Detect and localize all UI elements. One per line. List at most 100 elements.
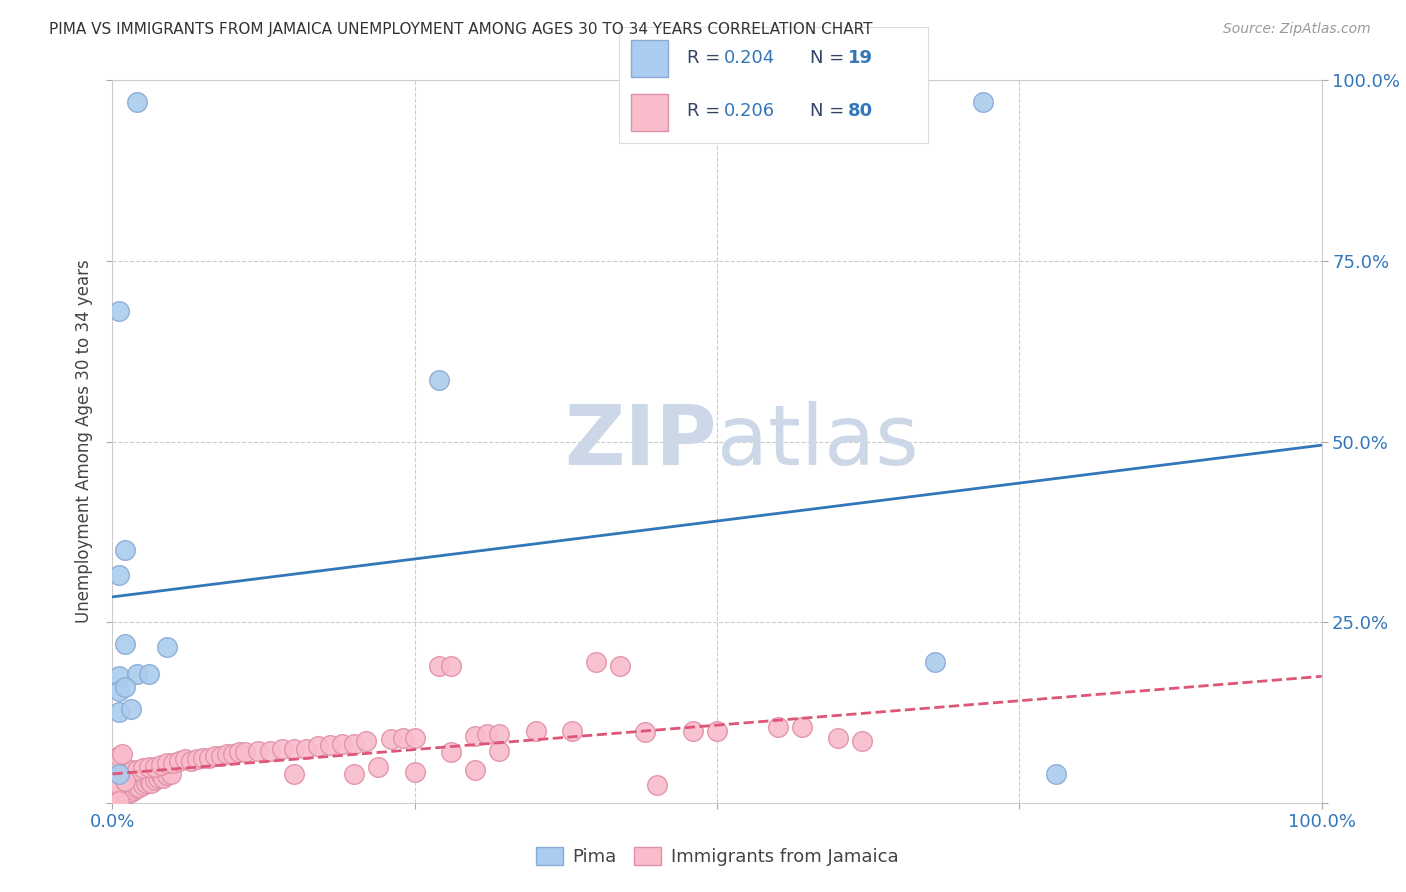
Point <box>367 760 389 774</box>
Point <box>198 751 221 765</box>
Text: R =: R = <box>686 49 725 67</box>
FancyBboxPatch shape <box>631 39 668 77</box>
Point <box>259 744 281 758</box>
Point <box>114 765 136 780</box>
Point <box>125 781 148 796</box>
Point <box>380 732 402 747</box>
Point <box>307 739 329 754</box>
Point <box>404 731 426 745</box>
Text: atlas: atlas <box>717 401 918 482</box>
Point <box>477 727 499 741</box>
Text: 80: 80 <box>848 103 873 120</box>
Point <box>972 95 994 109</box>
Point <box>107 767 129 781</box>
Point <box>228 745 250 759</box>
Point <box>343 737 366 751</box>
Point <box>107 767 129 781</box>
Text: Source: ZipAtlas.com: Source: ZipAtlas.com <box>1223 22 1371 37</box>
Point <box>404 765 426 780</box>
Point <box>270 741 292 756</box>
Point <box>766 95 789 109</box>
Point <box>191 751 214 765</box>
Point <box>120 785 142 799</box>
Point <box>107 792 129 806</box>
Point <box>330 737 353 751</box>
Point <box>135 775 157 789</box>
Point <box>1045 767 1067 781</box>
Point <box>120 702 142 716</box>
Text: R =: R = <box>686 103 725 120</box>
Point <box>114 542 136 557</box>
Text: N =: N = <box>810 49 851 67</box>
Point <box>319 738 342 752</box>
Point <box>138 667 160 681</box>
Point <box>125 95 148 109</box>
Point <box>585 655 607 669</box>
Point <box>107 304 129 318</box>
Point <box>204 748 226 763</box>
Point <box>283 741 305 756</box>
Point <box>107 748 129 763</box>
Point <box>143 772 166 787</box>
Text: 19: 19 <box>848 49 873 67</box>
Point <box>120 764 142 778</box>
Point <box>111 747 134 761</box>
Legend: Pima, Immigrants from Jamaica: Pima, Immigrants from Jamaica <box>529 839 905 873</box>
Point <box>217 747 239 761</box>
Point <box>464 764 486 778</box>
Text: 0.206: 0.206 <box>724 103 775 120</box>
Point <box>138 760 160 774</box>
FancyBboxPatch shape <box>631 94 668 131</box>
Point <box>222 747 245 761</box>
Point <box>246 744 269 758</box>
Point <box>561 723 583 738</box>
Point <box>464 729 486 743</box>
Text: N =: N = <box>810 103 851 120</box>
Point <box>115 787 138 801</box>
Point <box>156 756 179 770</box>
Point <box>706 723 728 738</box>
Point <box>645 778 668 792</box>
Point <box>295 741 318 756</box>
Point <box>766 720 789 734</box>
Point <box>682 723 704 738</box>
Point <box>132 778 155 792</box>
Point <box>138 774 160 789</box>
Text: 0.204: 0.204 <box>724 49 775 67</box>
Point <box>174 752 197 766</box>
Point <box>114 637 136 651</box>
Point <box>427 373 450 387</box>
Point <box>128 780 150 794</box>
Point <box>440 745 463 759</box>
Point <box>209 748 232 763</box>
Point <box>162 756 184 770</box>
Y-axis label: Unemployment Among Ages 30 to 34 years: Unemployment Among Ages 30 to 34 years <box>75 260 93 624</box>
Point <box>107 669 129 683</box>
Point <box>125 764 148 778</box>
Point <box>609 658 631 673</box>
Point <box>186 752 208 766</box>
Point <box>107 683 129 698</box>
Point <box>356 734 378 748</box>
Point <box>107 794 129 808</box>
Point <box>132 761 155 775</box>
Point <box>114 680 136 694</box>
Point <box>488 744 510 758</box>
Point <box>111 790 134 805</box>
Point <box>107 706 129 720</box>
Point <box>148 771 170 785</box>
Point <box>107 778 129 792</box>
Point <box>343 767 366 781</box>
Point <box>114 774 136 789</box>
Point <box>235 745 257 759</box>
Point <box>141 775 163 789</box>
Point <box>125 667 148 681</box>
Point <box>488 727 510 741</box>
Point <box>440 658 463 673</box>
Point <box>156 640 179 655</box>
Point <box>114 789 136 803</box>
Point <box>152 771 174 785</box>
Point <box>283 767 305 781</box>
Point <box>851 734 873 748</box>
Point <box>427 658 450 673</box>
